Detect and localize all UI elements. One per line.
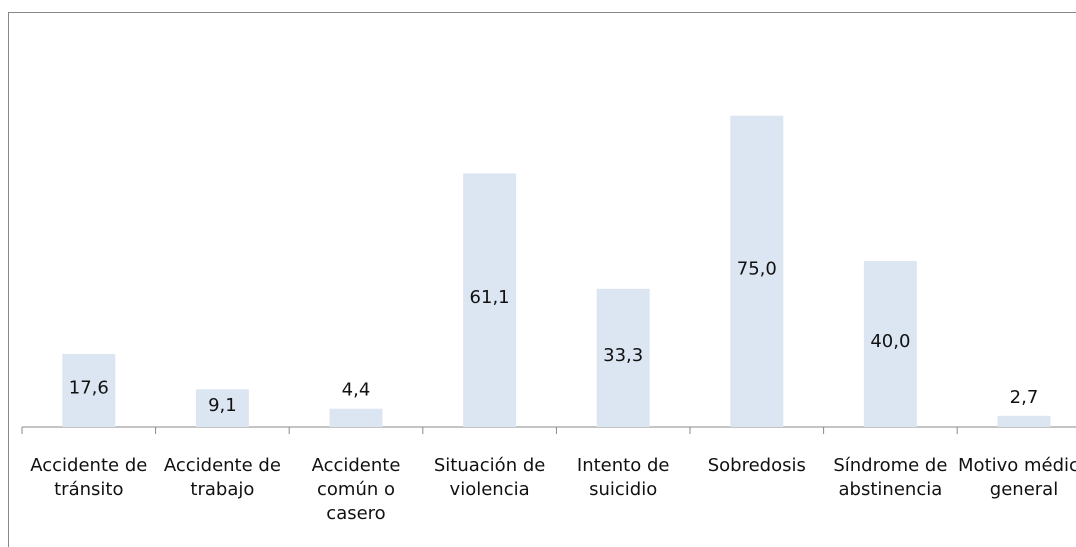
- bar: [463, 173, 517, 427]
- data-label: 9,1: [208, 395, 237, 416]
- chart-frame: [8, 12, 1076, 547]
- data-label: 61,1: [470, 287, 510, 308]
- x-tick-label: Accidente de tránsito: [30, 455, 148, 500]
- x-tick-label: Síndrome de abstinencia: [833, 455, 948, 500]
- x-tick-label: Motivo médico general: [958, 455, 1076, 500]
- x-tick-label: Sobredosis: [707, 455, 806, 476]
- bar: [62, 353, 116, 427]
- data-label: 4,4: [342, 380, 371, 401]
- x-tick-label: Accidente de trabajo: [163, 455, 281, 500]
- x-tick-label: Intento de suicidio: [576, 455, 670, 500]
- bar: [730, 115, 784, 427]
- bar: [997, 415, 1051, 427]
- bar: [863, 261, 917, 427]
- data-label: 2,7: [1010, 387, 1039, 408]
- data-label: 33,3: [603, 345, 643, 366]
- bar: [195, 389, 249, 427]
- data-label: 40,0: [870, 331, 910, 352]
- data-label: 75,0: [737, 258, 777, 279]
- x-tick-label: Situación de violencia: [433, 455, 546, 500]
- bar: [329, 408, 383, 427]
- bar: [596, 288, 650, 427]
- x-tick-label: Accidente común o casero: [311, 455, 401, 524]
- data-label: 17,6: [69, 377, 109, 398]
